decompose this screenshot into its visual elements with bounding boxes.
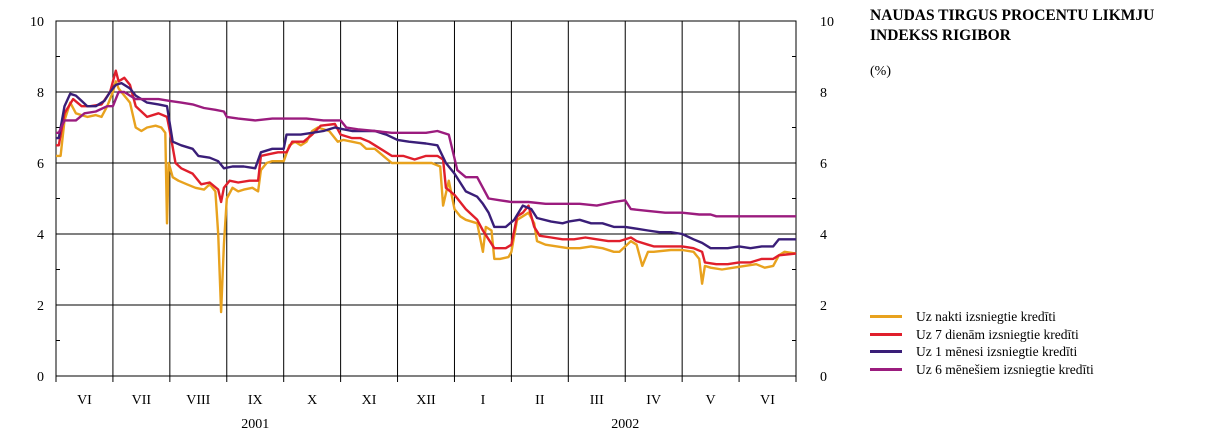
series-lines [56,69,797,314]
year-label: 2002 [611,417,639,432]
month-label: V [706,393,716,408]
month-label: XII [416,393,436,408]
chart-title-text: NAUDAS TIRGUS PROCENTU LIKMJU INDEKSS RI… [870,7,1155,44]
y-tick-label-right: 4 [820,228,827,243]
series-line-0 [56,80,797,314]
legend-label: Uz 7 dienām izsniegtie kredīti [916,326,1079,342]
legend-label: Uz nakti izsniegtie kredīti [916,309,1056,324]
y-tick-label-right: 8 [820,86,827,101]
plot-frame [55,20,797,382]
legend-swatch [870,332,902,336]
legend-item: Uz 7 dienām izsniegtie kredīti [870,326,1094,344]
month-label: VI [77,393,92,408]
month-label: IX [248,393,263,408]
month-label: XI [362,393,377,408]
unit-label: (%) [870,64,891,79]
legend-label: Uz 6 mēnešiem izsniegtie kredīti [916,361,1094,377]
grid [56,21,796,376]
month-label: VIII [186,393,210,408]
y-tick-label: 10 [30,15,44,30]
y-tick-label: 0 [37,370,44,385]
legend-swatch [870,350,902,354]
y-tick-label-right: 2 [820,299,827,314]
y-tick-label: 4 [37,228,44,243]
y-tick-label: 8 [37,86,44,101]
month-label: VII [132,393,152,408]
month-label: X [307,393,317,408]
month-label: VI [760,393,775,408]
legend: Uz nakti izsniegtie kredīti Uz 7 dienām … [870,308,1094,378]
series-line-1 [56,69,797,266]
legend-swatch [870,315,902,319]
chart-title: NAUDAS TIRGUS PROCENTU LIKMJU INDEKSS RI… [870,6,1208,46]
legend-item: Uz 1 mēnesi izsniegtie kredīti [870,343,1094,361]
month-label: III [590,393,604,408]
y-tick-label-right: 6 [820,157,827,172]
legend-item: Uz 6 mēnešiem izsniegtie kredīti [870,361,1094,379]
month-label: II [535,393,545,408]
legend-label: Uz 1 mēnesi izsniegtie kredīti [916,344,1078,359]
y-tick-label-right: 10 [820,15,834,30]
y-tick-label: 2 [37,299,44,314]
month-label: I [481,393,486,408]
series-line-2 [56,81,796,250]
series-line-3 [56,90,796,218]
y-tick-label-right: 0 [820,370,827,385]
month-label: IV [646,393,661,408]
legend-item: Uz nakti izsniegtie kredīti [870,308,1094,326]
legend-swatch [870,367,902,371]
year-label: 2001 [241,417,269,432]
y-tick-label: 6 [37,157,44,172]
